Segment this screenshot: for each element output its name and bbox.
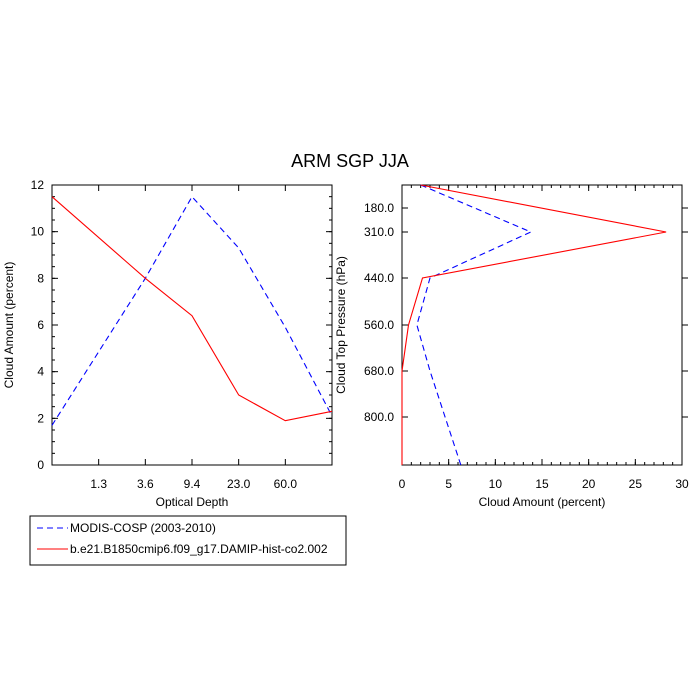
legend: MODIS-COSP (2003-2010) b.e21.B1850cmip6.f…: [29, 515, 347, 566]
right-ytick-label: 310.0: [364, 225, 394, 239]
legend-label-1: b.e21.B1850cmip6.f09_g17.DAMIP-hist-co2.…: [70, 542, 328, 556]
right-xtick-label: 0: [399, 477, 406, 491]
left-series-modis-line: [51, 195, 333, 426]
right-ytick-label: 800.0: [364, 410, 394, 424]
right-series-modis-line: [416, 184, 533, 466]
right-ytick-label: 440.0: [364, 271, 394, 285]
right-xtick-label: 15: [535, 477, 549, 491]
left-xtick-label: 9.4: [184, 477, 201, 491]
left-ytick-label: 2: [37, 411, 44, 425]
right-xtick-label: 30: [675, 477, 689, 491]
right-xtick-label: 10: [489, 477, 503, 491]
left-x-axis-title: Optical Depth: [156, 495, 229, 509]
right-xtick-label: 20: [582, 477, 596, 491]
left-ytick-label: 6: [37, 318, 44, 332]
chart-title: ARM SGP JJA: [291, 151, 409, 171]
left-ytick-label: 10: [31, 225, 45, 239]
left-plot-frame: [51, 184, 333, 466]
legend-box: [29, 515, 347, 566]
left-ytick-label: 8: [37, 271, 44, 285]
legend-label-0: MODIS-COSP (2003-2010): [70, 521, 216, 535]
right-ytick-label: 560.0: [364, 318, 394, 332]
right-xtick-label: 5: [445, 477, 452, 491]
left-ytick-label: 0: [37, 458, 44, 472]
right-ytick-label: 180.0: [364, 201, 394, 215]
right-y-axis-title: Cloud Top Pressure (hPa): [334, 256, 348, 394]
left-xtick-label: 3.6: [137, 477, 154, 491]
pressure-profile-panel: 180.0 310.0 440.0 560.0 680.0 800.0 0 5 10 15 20 25…: [334, 184, 689, 509]
left-xtick-label: 60.0: [274, 477, 298, 491]
right-xtick-label: 25: [629, 477, 643, 491]
optical-depth-panel: 0 2 4 6 8 10 12 1.3 3.6 9.4 23.0 60.0 Optical Depth C…: [2, 178, 333, 509]
right-x-axis-title: Cloud Amount (percent): [479, 495, 606, 509]
left-xtick-label: 1.3: [90, 477, 107, 491]
left-ytick-label: 4: [37, 365, 44, 379]
right-series-model-line: [401, 184, 667, 465]
left-y-axis-title: Cloud Amount (percent): [2, 262, 16, 389]
left-ytick-label: 12: [31, 178, 45, 192]
left-series-model-line: [51, 196, 333, 422]
left-xtick-label: 23.0: [227, 477, 251, 491]
right-ytick-label: 680.0: [364, 364, 394, 378]
